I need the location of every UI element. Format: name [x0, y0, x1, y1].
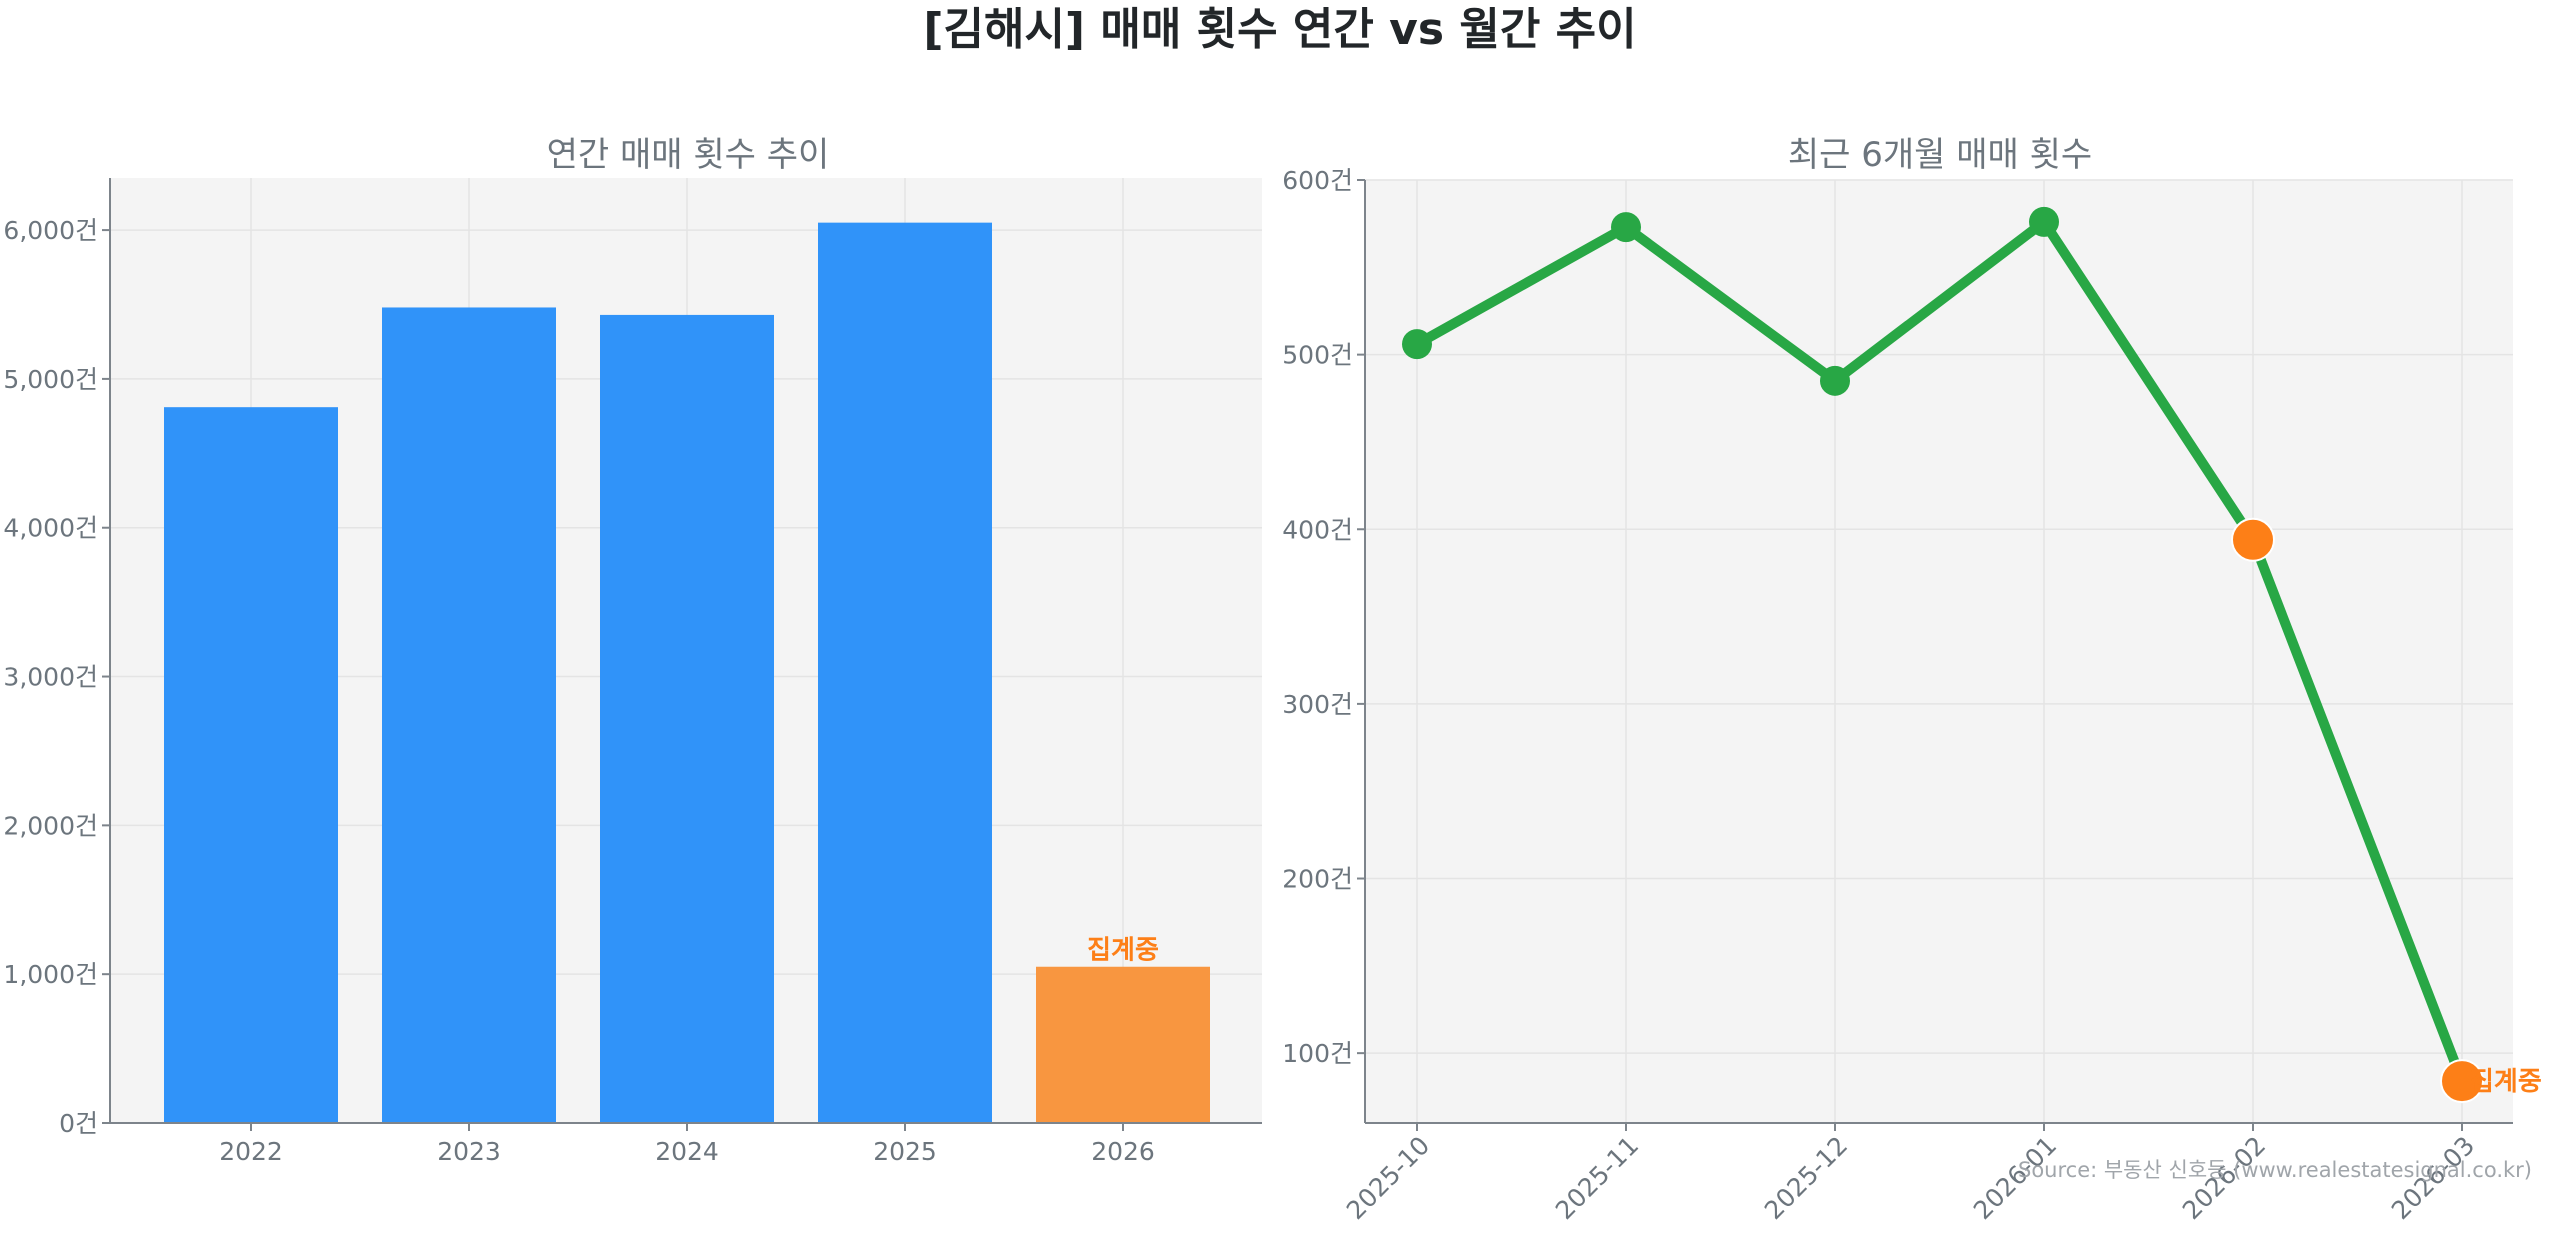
monthly-plot-area [1365, 180, 2513, 1123]
bar-2025[interactable] [818, 222, 992, 1123]
bar-2026[interactable] [1036, 966, 1210, 1123]
y-tick-label: 200건 [1282, 865, 1353, 894]
y-tick-label: 300건 [1282, 690, 1353, 719]
data-point-2026-02[interactable] [2231, 517, 2275, 562]
y-tick-label: 500건 [1282, 341, 1353, 370]
status-annotation: 집계중 [2470, 1067, 2542, 1097]
status-annotation: 집계중 [1087, 936, 1159, 966]
y-tick-label: 0건 [59, 1109, 98, 1138]
bar-2022[interactable] [164, 407, 338, 1123]
data-point-2025-10[interactable] [1402, 329, 1432, 360]
annual-y-ticks: 0건 1,000건 2,000건 3,000건 4,000건 5,000건 6,000건 [3, 216, 110, 1138]
bar-2023[interactable] [382, 307, 556, 1124]
monthly-line [1402, 206, 2484, 1104]
y-tick-label: 5,000건 [3, 365, 98, 394]
source-credit: Source: 부동산 신호등 (www.realestatesignal.co… [2017, 1158, 2532, 1182]
x-tick-label: 2025-10 [1341, 1131, 1435, 1225]
monthly-annotations: 집계중 [2470, 1067, 2542, 1097]
annual-bar-chart: 연간 매매 횟수 추이 집계중 0건 1,000건 2,000건 3,000건 4,00… [3, 135, 1262, 1166]
x-tick-label: 2023 [437, 1137, 501, 1166]
annual-x-ticks: 2022 2023 2024 2025 2026 [219, 1123, 1155, 1166]
monthly-chart-title: 최근 6개월 매매 횟수 [1788, 135, 2092, 175]
y-tick-label: 400건 [1282, 515, 1353, 544]
y-tick-label: 6,000건 [3, 216, 98, 245]
figure-title: [김해시] 매매 횟수 연간 vs 월간 추이 [923, 4, 1637, 55]
annual-chart-title: 연간 매매 횟수 추이 [547, 135, 830, 175]
annual-annotations: 집계중 [1087, 936, 1159, 966]
data-point-2026-01[interactable] [2029, 206, 2059, 237]
data-point-2025-11[interactable] [1611, 212, 1641, 243]
y-tick-label: 3,000건 [3, 663, 98, 692]
y-tick-label: 600건 [1282, 166, 1353, 195]
x-tick-label: 2026 [1091, 1137, 1155, 1166]
annual-bars [164, 222, 1210, 1124]
x-tick-label: 2025-11 [1550, 1131, 1644, 1225]
x-tick-label: 2025-12 [1759, 1131, 1853, 1225]
x-tick-label: 2022 [219, 1137, 283, 1166]
x-tick-label: 2024 [655, 1137, 719, 1166]
y-tick-label: 2,000건 [3, 811, 98, 840]
monthly-line-chart: 최근 6개월 매매 횟수 집계중 100건 200건 300건 400건 500건 600… [1282, 135, 2541, 1225]
trend-line [1414, 216, 2467, 1083]
bar-2024[interactable] [600, 314, 774, 1123]
y-tick-label: 4,000건 [3, 514, 98, 543]
monthly-y-ticks: 100건 200건 300건 400건 500건 600건 [1282, 166, 1365, 1068]
y-tick-label: 100건 [1282, 1039, 1353, 1068]
y-tick-label: 1,000건 [3, 960, 98, 989]
x-tick-label: 2025 [873, 1137, 937, 1166]
data-point-2025-12[interactable] [1820, 365, 1850, 396]
data-point-2026-03[interactable] [2440, 1059, 2484, 1104]
